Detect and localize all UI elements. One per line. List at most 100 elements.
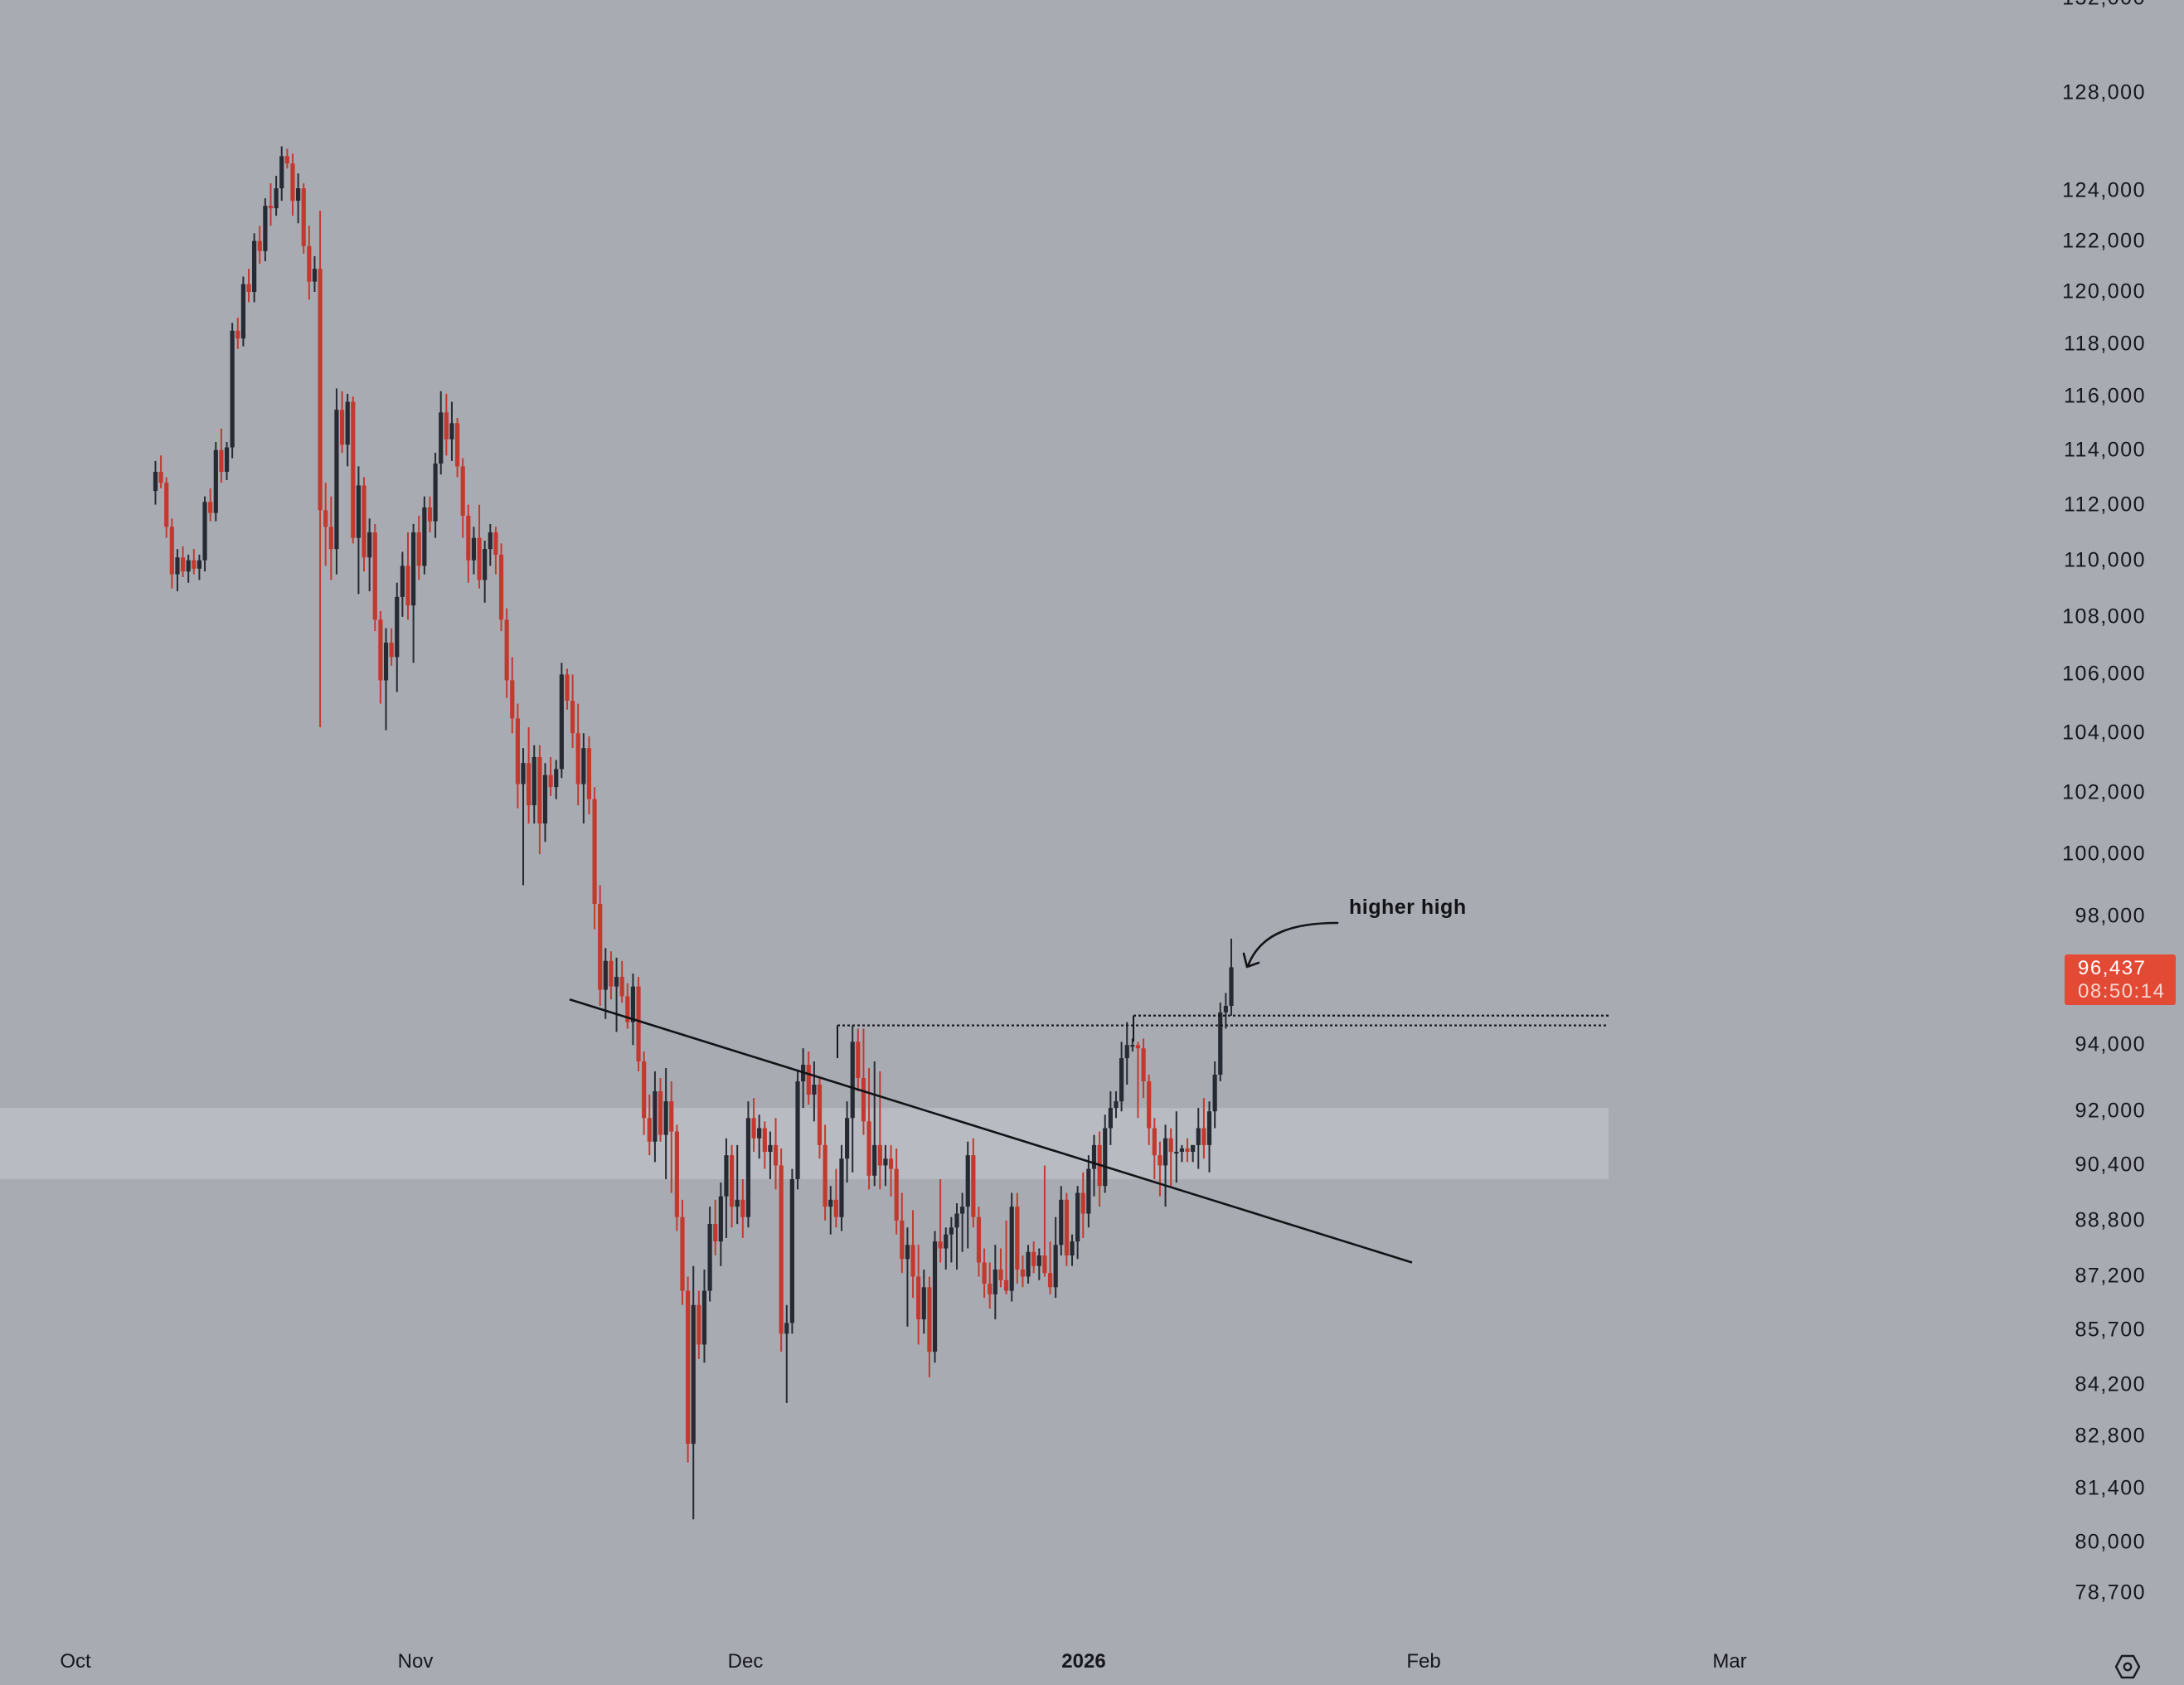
price-axis-label: 132,000 [2062, 0, 2146, 10]
candle-up [186, 560, 191, 572]
candle-up [745, 1118, 751, 1217]
candle-up [1114, 1101, 1119, 1109]
candle-up [614, 977, 619, 987]
candle-down [454, 423, 460, 467]
price-axis-label: 124,000 [2062, 178, 2146, 202]
candle-up [383, 642, 389, 681]
candle-up [784, 1323, 789, 1334]
candle-up [531, 756, 536, 806]
candle-down [773, 1144, 779, 1166]
candle-down [877, 1144, 882, 1166]
candle-up [724, 1155, 729, 1197]
candle-up [757, 1128, 762, 1139]
candle-up [334, 410, 339, 550]
price-axis-label: 88,800 [2075, 1208, 2146, 1232]
price-axis-label: 112,000 [2063, 493, 2146, 517]
candle-down [284, 156, 289, 164]
candle-up [554, 769, 559, 788]
candle-down [971, 1155, 976, 1217]
candle-down [246, 284, 251, 293]
candle-down [823, 1144, 827, 1207]
candle-up [449, 423, 454, 439]
candle-up [197, 560, 202, 569]
candle-up [789, 1178, 794, 1323]
price-axis-label: 78,700 [2075, 1581, 2146, 1605]
candle-up [735, 1199, 740, 1207]
candle-up [1196, 1128, 1201, 1145]
candle-up [1218, 1012, 1223, 1076]
price-axis-label: 92,000 [2075, 1099, 2146, 1123]
candle-up [356, 485, 362, 538]
price-axis-label: 104,000 [2062, 721, 2146, 745]
candle-down [318, 269, 323, 511]
candle-down [565, 674, 570, 702]
price-axis-label: 116,000 [2063, 384, 2146, 408]
candle-up [1075, 1192, 1080, 1242]
candle-down [636, 986, 641, 1062]
candle-up [603, 960, 608, 990]
candle-down [669, 1101, 674, 1132]
price-axis-label: 84,200 [2075, 1372, 2146, 1396]
candle-up [1206, 1111, 1212, 1145]
candle-down [164, 483, 169, 527]
candle-up [1053, 1245, 1058, 1288]
candle-up [213, 449, 218, 513]
candle-down [609, 960, 614, 987]
candle-up [1229, 967, 1234, 1007]
candle-down [833, 1199, 838, 1217]
candle-down [466, 515, 471, 561]
candle-up [949, 1227, 954, 1235]
candle-down [537, 756, 542, 824]
candle-countdown: 08:50:14 [2078, 980, 2166, 1003]
candle-down [372, 532, 377, 620]
candle-down [219, 449, 224, 472]
candle-up [718, 1196, 723, 1242]
candle-down [751, 1118, 756, 1139]
candle-down [598, 904, 603, 990]
candle-up [345, 401, 350, 445]
higher-high-annotation[interactable]: higher high [1349, 896, 1467, 919]
candle-down [900, 1220, 905, 1260]
candle-down [575, 733, 580, 784]
candle-down [1015, 1207, 1020, 1270]
price-axis-label: 81,400 [2075, 1476, 2146, 1500]
candle-down [894, 1168, 899, 1221]
candle-down [235, 330, 240, 339]
candle-down [1135, 1045, 1141, 1049]
candle-down [861, 1078, 866, 1122]
candle-up [559, 674, 564, 770]
candle-up [411, 532, 416, 606]
candle-down [493, 532, 498, 555]
candle-down [1201, 1128, 1206, 1145]
candle-up [1119, 1058, 1124, 1102]
candle-up [663, 1101, 668, 1135]
candle-down [1168, 1138, 1173, 1153]
candle-down [619, 977, 624, 997]
candle-up [1103, 1128, 1108, 1187]
current-price-value: 96,437 [2078, 957, 2147, 979]
support-zone[interactable] [0, 1108, 1609, 1179]
candle-up [1009, 1207, 1014, 1291]
price-axis-label: 100,000 [2062, 842, 2146, 866]
candle-up [883, 1158, 888, 1166]
candle-up [439, 412, 444, 464]
candle-down [1020, 1269, 1026, 1277]
candle-up [795, 1081, 800, 1179]
candle-down [856, 1042, 861, 1079]
candle-down [927, 1287, 932, 1352]
candle-down [301, 188, 306, 246]
candle-down [158, 471, 163, 483]
candle-up [153, 471, 158, 492]
candle-up [701, 1290, 707, 1345]
trendline[interactable] [569, 998, 1413, 1264]
candle-down [625, 996, 630, 1022]
candle-up [240, 284, 245, 339]
candle-down [169, 527, 174, 575]
price-axis-label: 108,000 [2062, 605, 2146, 629]
candle-down [592, 799, 597, 905]
candle-up [488, 532, 493, 550]
candle-up [175, 557, 180, 575]
settings-hexagon-icon[interactable] [2114, 1654, 2141, 1679]
